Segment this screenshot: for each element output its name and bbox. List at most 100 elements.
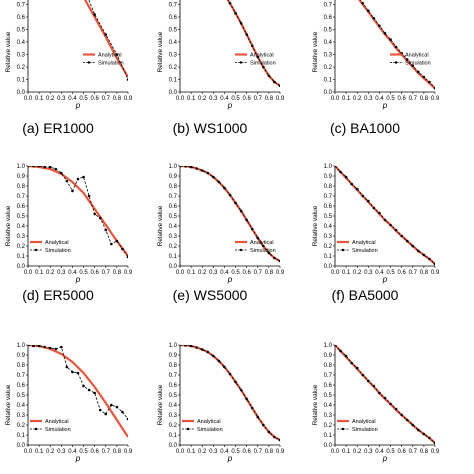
chart-2-simulation-point (228, 1, 232, 5)
chart-1-y-tick-label: 0.3 (17, 53, 26, 59)
chart-8-x-tick-label: 0.7 (254, 449, 263, 455)
chart-9-simulation-point (394, 407, 398, 411)
chart-5-x-tick-label: 0.2 (198, 270, 207, 276)
chart-9-y-tick-label: 0.1 (324, 433, 333, 439)
chart-7-simulation-point (115, 405, 119, 409)
chart-6-y-tick-label: 0.0 (324, 264, 333, 270)
chart-9: 0.0 0.1 0.2 0.3 0.4 0.5 0.6 0.7 0.8 0.90.00.10.20… (312, 343, 440, 463)
chart-4-simulation-point (82, 175, 85, 179)
chart-5-analytical-line (180, 166, 280, 262)
chart-4-simulation-point (98, 216, 102, 220)
chart-8-simulation-point (278, 438, 280, 442)
chart-4-x-tick-label: 0.5 (79, 270, 88, 276)
chart-8-simulation-point (234, 380, 237, 384)
chart-3-plot-area (358, 0, 435, 90)
chart-8-x-tick-label: 0.5 (231, 449, 240, 455)
chart-3-y-tick-label: 0.1 (324, 78, 333, 84)
chart-5-simulation-point (212, 175, 215, 179)
chart-2-simulation-point (273, 80, 276, 84)
chart-6-caption: (f) BA5000 (332, 287, 399, 303)
chart-5-plot-area (180, 166, 280, 263)
chart-1-legend-analytical-label: Analytical (98, 53, 122, 59)
chart-9-x-tick-label: 0.0 (331, 449, 340, 455)
chart-7-y-tick-label: 0.1 (17, 433, 26, 439)
chart-8-y-tick-label: 0.1 (169, 433, 178, 439)
chart-4-x-tick-label: 0.0 (24, 270, 33, 276)
chart-7-simulation-point (93, 391, 96, 395)
chart-3-simulation-point (405, 58, 409, 61)
chart-6-simulation-point (355, 187, 359, 191)
chart-8-x-tick-label: 0.6 (242, 449, 251, 455)
chart-3-x-tick-label: 0.4 (375, 96, 384, 102)
chart-2-y-tick-label: 0.2 (169, 65, 178, 71)
chart-9-simulation-point (400, 413, 403, 417)
chart-7-simulation-point (65, 365, 69, 369)
chart-6-simulation-point (428, 257, 431, 261)
chart-7-simulation-point (98, 408, 102, 412)
chart-8-y-tick-label: 0.6 (169, 383, 178, 389)
chart-4-simulation-point (121, 247, 124, 251)
chart-9-y-tick-label: 0.9 (324, 353, 333, 359)
chart-1-y-tick-label: 0.6 (17, 15, 26, 21)
chart-3-x-label: p (382, 101, 388, 110)
chart-6-x-tick-label: 0.0 (331, 270, 340, 276)
chart-3-y-tick-label: 0.5 (324, 28, 333, 34)
chart-8-simulation-point (239, 388, 243, 392)
chart-7-x-tick-label: 0.0 (24, 449, 33, 455)
chart-5-x-tick-label: 0.7 (254, 270, 263, 276)
chart-6-simulation-point (361, 194, 365, 198)
chart-6-simulation-point (378, 211, 381, 215)
chart-7-y-tick-label: 1.0 (17, 343, 26, 349)
chart-2-x-tick-label: 0.9 (276, 96, 285, 102)
chart-8-simulation-point (256, 415, 260, 419)
chart-3-caption: (c) BA1000 (330, 120, 400, 136)
chart-2-y-tick-label: 0.4 (169, 40, 178, 46)
chart-5-x-tick-label: 0.9 (276, 270, 285, 276)
chart-7-x-tick-label: 0.7 (102, 449, 111, 455)
chart-4-x-tick-label: 0.6 (90, 270, 99, 276)
chart-5-x-tick-label: 0.5 (231, 270, 240, 276)
chart-5-simulation-point (239, 209, 243, 213)
chart-5-simulation-point (262, 244, 265, 248)
chart-2-simulation-point (262, 65, 265, 69)
chart-3-y-tick-label: 0.6 (324, 15, 333, 21)
chart-8: 0.0 0.1 0.2 0.3 0.4 0.5 0.6 0.7 0.8 0.90.00.10.20… (157, 343, 285, 463)
chart-8-simulation-point (212, 354, 215, 358)
chart-1-y-tick-label: 0.1 (17, 78, 26, 84)
chart-7-y-tick-label: 0.5 (17, 393, 26, 399)
chart-8-x-tick-label: 0.9 (276, 449, 285, 455)
chart-8-legend-simulation-label: Simulation (197, 427, 223, 433)
chart-7-legend-analytical-label: Analytical (45, 419, 69, 425)
chart-4-y-tick-label: 0.1 (17, 254, 26, 260)
chart-5-y-tick-label: 0.0 (169, 264, 178, 270)
chart-4-legend-simulation-label: Simulation (45, 248, 71, 254)
chart-1-legend-simulation-label: Simulation (98, 61, 124, 67)
chart-6-legend-analytical-label: Analytical (352, 240, 376, 246)
chart-7-simulation-point (43, 345, 46, 349)
chart-8-x-label: p (227, 454, 233, 463)
chart-9-simulation-point (389, 402, 392, 406)
chart-4-y-tick-label: 0.2 (17, 244, 26, 250)
chart-8-x-tick-label: 0.8 (265, 449, 274, 455)
chart-6-simulation-point (389, 223, 392, 227)
chart-1-simulation-point (115, 53, 119, 56)
chart-2-y-tick-label: 0.6 (169, 15, 178, 21)
chart-6-legend-simulation-marker (341, 248, 345, 252)
chart-4-simulation-point (126, 255, 128, 259)
chart-3-y-tick-label: 0.2 (324, 65, 333, 71)
chart-9-simulation-point (417, 428, 420, 432)
chart-2-y-tick-label: 0.1 (169, 78, 178, 84)
chart-2-simulation-point (234, 11, 237, 15)
chart-6-simulation-point (339, 170, 342, 174)
chart-9-y-tick-label: 0.7 (324, 373, 333, 379)
chart-7-legend-simulation-marker (34, 427, 38, 431)
chart-7-simulation-point (28, 345, 30, 347)
chart-4-y-label: Relative value (5, 205, 12, 246)
chart-5-y-tick-label: 0.8 (169, 184, 178, 190)
chart-4-simulation-point (76, 177, 80, 181)
chart-3-simulation-point (433, 86, 435, 90)
chart-1-x-label: p (75, 101, 81, 110)
chart-5-simulation-point (267, 251, 271, 255)
chart-7-x-tick-label: 0.6 (90, 449, 99, 455)
chart-1-caption: (a) ER1000 (22, 120, 94, 136)
